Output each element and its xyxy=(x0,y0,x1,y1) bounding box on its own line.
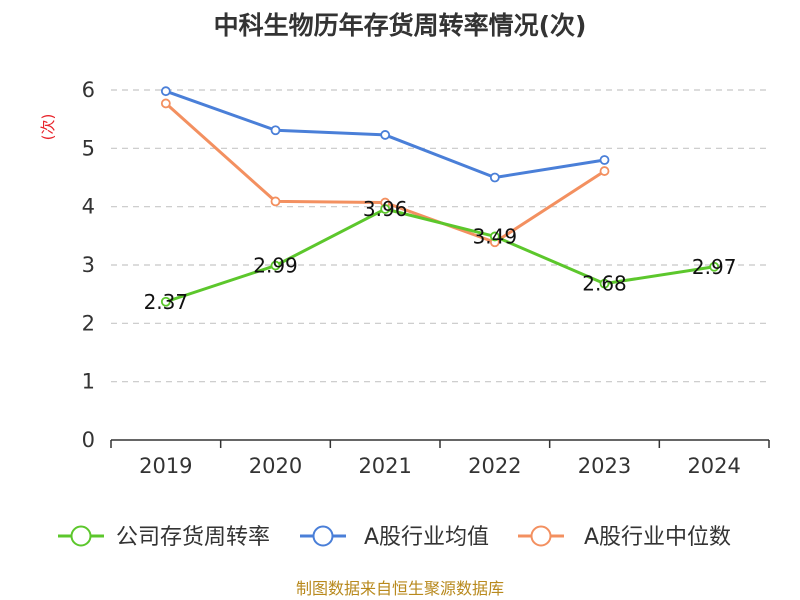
y-tick-label: 6 xyxy=(82,78,95,102)
source-note: 制图数据来自恒生聚源数据库 xyxy=(296,579,504,598)
legend-label: 公司存货周转率 xyxy=(116,525,270,550)
data-point xyxy=(380,130,391,140)
y-tick-label: 5 xyxy=(82,136,95,160)
data-label: 2.68 xyxy=(582,272,627,296)
data-point xyxy=(599,155,610,165)
data-point xyxy=(270,125,281,136)
x-tick-label: 2019 xyxy=(139,454,192,478)
y-axis-label: (次) xyxy=(39,114,57,141)
legend-symbol-marker xyxy=(312,525,334,547)
data-point xyxy=(599,278,610,289)
legend: 公司存货周转率 A股行业均值 A股行业中位数 xyxy=(58,525,731,550)
x-tick-label: 2022 xyxy=(468,454,521,478)
grid xyxy=(111,89,769,383)
data-point xyxy=(270,260,281,271)
y-tick-label: 2 xyxy=(82,311,95,335)
legend-symbol-marker xyxy=(530,525,552,547)
y-tick-labels: 0 1 2 3 4 5 6 xyxy=(82,78,95,452)
data-point xyxy=(160,86,171,97)
data-label: 3.96 xyxy=(363,197,408,221)
data-label: 3.49 xyxy=(473,224,518,248)
series-line-0 xyxy=(165,207,715,304)
legend-label: A股行业中位数 xyxy=(584,525,731,550)
data-label: 2.99 xyxy=(253,254,298,278)
y-tick-label: 1 xyxy=(82,370,95,394)
series-line-2 xyxy=(164,102,606,244)
data-point xyxy=(380,204,391,214)
y-tick-label: 4 xyxy=(82,195,95,219)
legend-symbol-marker xyxy=(70,525,92,547)
legend-label: A股行业均值 xyxy=(364,525,489,550)
chart-title: 中科生物历年存货周转率情况(次) xyxy=(214,11,587,40)
data-point xyxy=(270,196,281,207)
x-axis xyxy=(110,439,770,448)
x-tick-label: 2020 xyxy=(249,454,302,478)
data-label: 2.97 xyxy=(692,255,737,279)
x-tick-label: 2024 xyxy=(687,454,740,478)
data-point xyxy=(489,172,500,183)
data-labels: 2.37 2.99 3.96 3.49 2.68 2.97 xyxy=(144,197,737,314)
x-tick-label: 2023 xyxy=(578,454,631,478)
data-point xyxy=(489,231,500,242)
data-label: 2.37 xyxy=(144,290,189,314)
y-tick-label: 3 xyxy=(82,253,95,277)
data-point xyxy=(160,296,171,307)
data-point xyxy=(160,98,171,109)
x-tick-label: 2021 xyxy=(358,454,411,478)
data-point xyxy=(709,261,720,272)
data-point xyxy=(599,166,610,176)
x-tick-labels: 2019 2020 2021 2022 2023 2024 xyxy=(139,454,741,478)
y-tick-label: 0 xyxy=(82,428,95,452)
series-layer xyxy=(160,86,720,307)
